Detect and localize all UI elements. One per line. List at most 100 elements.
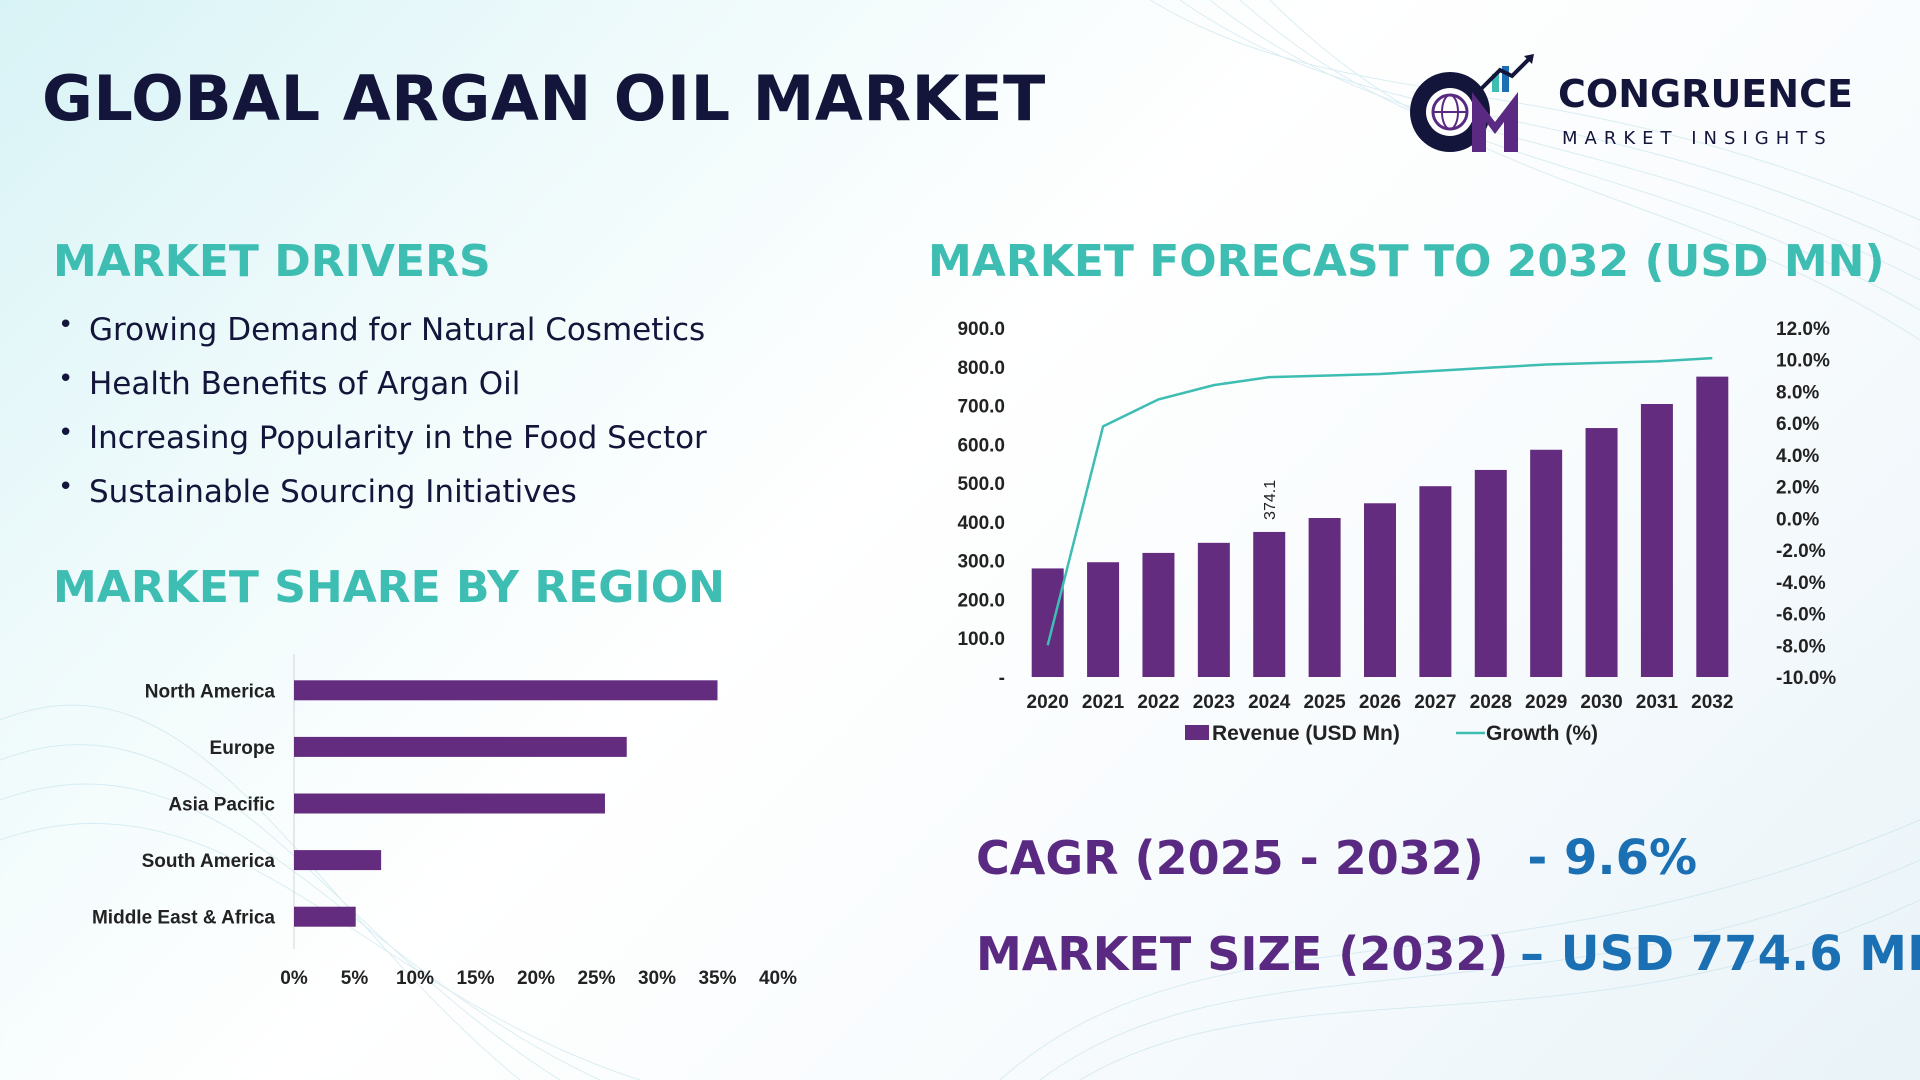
x-tick-label: 2023 — [1193, 692, 1235, 713]
bar — [1585, 428, 1618, 677]
y-tick-label: - — [999, 668, 1005, 689]
y-tick-label: 500.0 — [957, 474, 1005, 495]
bar — [1253, 531, 1286, 677]
y2-tick-label: -4.0% — [1776, 573, 1826, 594]
driver-item: • Sustainable Sourcing Initiatives — [58, 472, 707, 528]
market-size-value: – USD 774.6 MN — [1519, 926, 1920, 982]
driver-text: Increasing Popularity in the Food Sector — [89, 420, 707, 456]
y2-tick-label: 10.0% — [1776, 351, 1830, 372]
driver-text: Health Benefits of Argan Oil — [89, 366, 521, 402]
y2-tick-label: -10.0% — [1776, 668, 1836, 689]
page-title: GLOBAL ARGAN OIL MARKET — [42, 62, 1046, 135]
y2-tick-label: -8.0% — [1776, 636, 1826, 657]
driver-item: • Increasing Popularity in the Food Secto… — [58, 418, 707, 474]
legend-label: Revenue (USD Mn) — [1212, 722, 1400, 745]
growth-line — [1046, 356, 1713, 646]
x-tick-label: 2022 — [1137, 692, 1179, 713]
market-size-kpi: MARKET SIZE (2032) – USD 774.6 MN — [976, 926, 1920, 982]
y2-tick-label: 8.0% — [1776, 382, 1819, 403]
driver-item: • Health Benefits of Argan Oil — [58, 364, 707, 420]
bullet-icon: • — [58, 472, 74, 502]
y2-tick-label: 12.0% — [1776, 319, 1830, 340]
market-drivers-list: • Growing Demand for Natural Cosmetics • H… — [58, 310, 707, 528]
x-tick-label: 2030 — [1580, 692, 1622, 713]
company-logo: CONGRUENCE MARKET INSIGHTS — [1400, 52, 1870, 162]
bar — [1419, 486, 1452, 677]
y-tick-label: 800.0 — [957, 358, 1005, 379]
market-drivers-heading: MARKET DRIVERS — [53, 236, 491, 287]
y2-tick-label: -2.0% — [1776, 541, 1826, 562]
cagr-value: - 9.6% — [1527, 830, 1698, 886]
bar — [1530, 449, 1563, 677]
x-tick-label: 0% — [280, 968, 308, 989]
logo-tagline: MARKET INSIGHTS — [1562, 128, 1833, 149]
bar — [1142, 552, 1175, 677]
bar — [1474, 469, 1507, 677]
bar — [1197, 542, 1230, 677]
x-tick-label: 2020 — [1027, 692, 1069, 713]
x-tick-label: 2031 — [1636, 692, 1679, 713]
bar — [294, 736, 627, 757]
x-tick-label: 10% — [396, 968, 434, 989]
x-tick-label: 30% — [638, 968, 676, 989]
bar — [1087, 562, 1120, 677]
y2-tick-label: -6.0% — [1776, 605, 1826, 626]
y2-tick-label: 4.0% — [1776, 446, 1819, 467]
bar — [1031, 568, 1064, 677]
category-label: South America — [142, 851, 276, 872]
bullet-icon: • — [58, 310, 74, 340]
cagr-label: CAGR (2025 - 2032) — [976, 831, 1484, 885]
y2-tick-label: 6.0% — [1776, 414, 1819, 435]
legend-label: Growth (%) — [1486, 722, 1598, 745]
category-label: Europe — [210, 738, 275, 759]
bar — [294, 793, 605, 814]
y-tick-label: 600.0 — [957, 435, 1005, 456]
driver-text: Growing Demand for Natural Cosmetics — [89, 312, 706, 348]
x-tick-label: 25% — [577, 968, 615, 989]
data-label: 374.1 — [1262, 480, 1279, 520]
bar — [1640, 404, 1673, 677]
x-tick-label: 20% — [517, 968, 555, 989]
y2-tick-label: 2.0% — [1776, 478, 1819, 499]
driver-item: • Growing Demand for Natural Cosmetics — [58, 310, 707, 366]
bar — [294, 906, 356, 927]
cagr-kpi: CAGR (2025 - 2032) - 9.6% — [976, 830, 1697, 886]
driver-text: Sustainable Sourcing Initiatives — [89, 474, 577, 510]
y2-tick-label: 0.0% — [1776, 509, 1819, 530]
market-size-label: MARKET SIZE (2032) — [976, 927, 1509, 981]
bar — [294, 680, 718, 701]
logo-mark-icon — [1410, 54, 1534, 152]
x-tick-label: 2032 — [1691, 692, 1733, 713]
category-label: North America — [145, 681, 276, 702]
region-share-chart: North America Europe Asia Pacific South Ame… — [92, 654, 797, 989]
legend-swatch — [1185, 725, 1209, 740]
forecast-heading: MARKET FORECAST TO 2032 (USD MN) — [928, 236, 1885, 287]
bar — [1364, 503, 1396, 677]
category-label: Asia Pacific — [168, 795, 275, 816]
y-tick-label: 400.0 — [957, 513, 1005, 534]
x-tick-label: 2026 — [1359, 692, 1401, 713]
logo-name: CONGRUENCE — [1558, 72, 1853, 116]
category-label: Middle East & Africa — [92, 908, 275, 929]
y-tick-label: 300.0 — [957, 552, 1005, 573]
x-tick-label: 2024 — [1248, 692, 1291, 713]
x-tick-label: 2028 — [1470, 692, 1512, 713]
x-tick-label: 35% — [698, 968, 736, 989]
y-tick-label: 900.0 — [957, 319, 1005, 340]
bar — [1696, 376, 1729, 677]
region-share-heading: MARKET SHARE BY REGION — [53, 562, 725, 613]
y-tick-label: 100.0 — [957, 629, 1005, 650]
x-tick-label: 2025 — [1303, 692, 1346, 713]
x-tick-label: 2029 — [1525, 692, 1567, 713]
bar — [1308, 518, 1341, 677]
forecast-chart: - 100.0 200.0 300.0 400.0 500.0 600.0 700.0 800.… — [957, 319, 1836, 745]
x-tick-label: 15% — [456, 968, 494, 989]
bar — [294, 850, 382, 871]
x-tick-label: 40% — [759, 968, 797, 989]
x-tick-label: 5% — [341, 968, 369, 989]
y-tick-label: 200.0 — [957, 590, 1005, 611]
bullet-icon: • — [58, 418, 74, 448]
x-tick-label: 2021 — [1082, 692, 1125, 713]
bullet-icon: • — [58, 364, 74, 394]
y-tick-label: 700.0 — [957, 397, 1005, 418]
